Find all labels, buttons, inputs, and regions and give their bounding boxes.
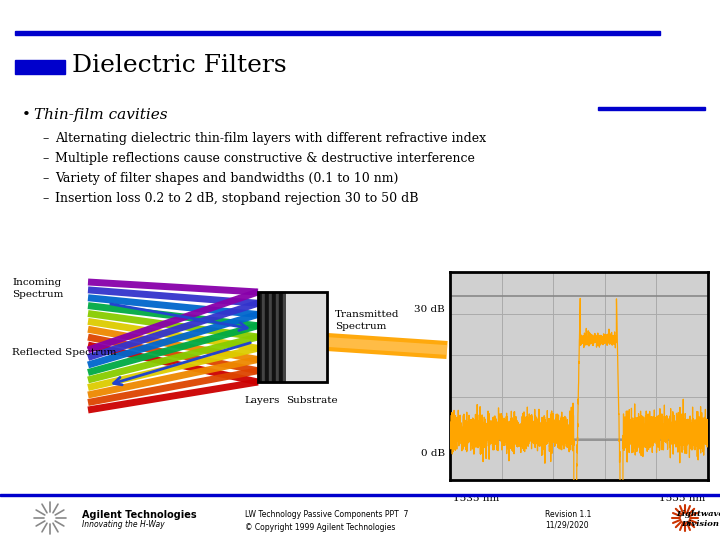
Text: Layers: Layers — [244, 396, 279, 405]
Bar — [598, 107, 705, 110]
Bar — [0, 494, 720, 496]
Bar — [279, 292, 282, 382]
Text: –: – — [42, 172, 48, 185]
Bar — [258, 292, 261, 382]
Text: Revision 1.1
11/29/2020: Revision 1.1 11/29/2020 — [545, 510, 591, 529]
Bar — [15, 60, 65, 74]
Text: Multiple reflections cause constructive & destructive interference: Multiple reflections cause constructive … — [55, 152, 475, 165]
Text: Insertion loss 0.2 to 2 dB, stopband rejection 30 to 50 dB: Insertion loss 0.2 to 2 dB, stopband rej… — [55, 192, 418, 205]
Bar — [261, 292, 265, 382]
Bar — [282, 292, 286, 382]
Text: –: – — [42, 152, 48, 165]
Text: Alternating dielectric thin-film layers with different refractive index: Alternating dielectric thin-film layers … — [55, 132, 486, 145]
Text: Innovating the H-Way: Innovating the H-Way — [82, 520, 165, 529]
Bar — [15, 31, 660, 35]
Bar — [269, 292, 272, 382]
Text: Dielectric Filters: Dielectric Filters — [72, 55, 287, 78]
Text: 0 dB: 0 dB — [421, 449, 445, 457]
Text: –: – — [42, 192, 48, 205]
Text: Lightwave
Division: Lightwave Division — [676, 510, 720, 528]
Text: Transmitted
Spectrum: Transmitted Spectrum — [335, 310, 400, 331]
Text: Agilent Technologies: Agilent Technologies — [82, 510, 197, 520]
Bar — [276, 292, 279, 382]
Text: Thin-film cavities: Thin-film cavities — [34, 108, 168, 122]
Text: 1555 nm: 1555 nm — [659, 494, 705, 503]
Text: Variety of filter shapes and bandwidths (0.1 to 10 nm): Variety of filter shapes and bandwidths … — [55, 172, 398, 185]
Text: –: – — [42, 132, 48, 145]
Bar — [265, 292, 269, 382]
Text: •: • — [22, 108, 31, 122]
Bar — [286, 292, 327, 382]
Text: LW Technology Passive Components PPT  7
© Copyright 1999 Agilent Technologies: LW Technology Passive Components PPT 7 ©… — [245, 510, 408, 531]
Text: Reflected Spectrum: Reflected Spectrum — [12, 348, 117, 357]
Text: 30 dB: 30 dB — [414, 305, 445, 314]
Text: Incoming
Spectrum: Incoming Spectrum — [12, 278, 63, 299]
Text: 1535 nm: 1535 nm — [453, 494, 499, 503]
Text: Substrate: Substrate — [286, 396, 338, 405]
Bar — [258, 292, 327, 382]
Bar — [272, 292, 276, 382]
